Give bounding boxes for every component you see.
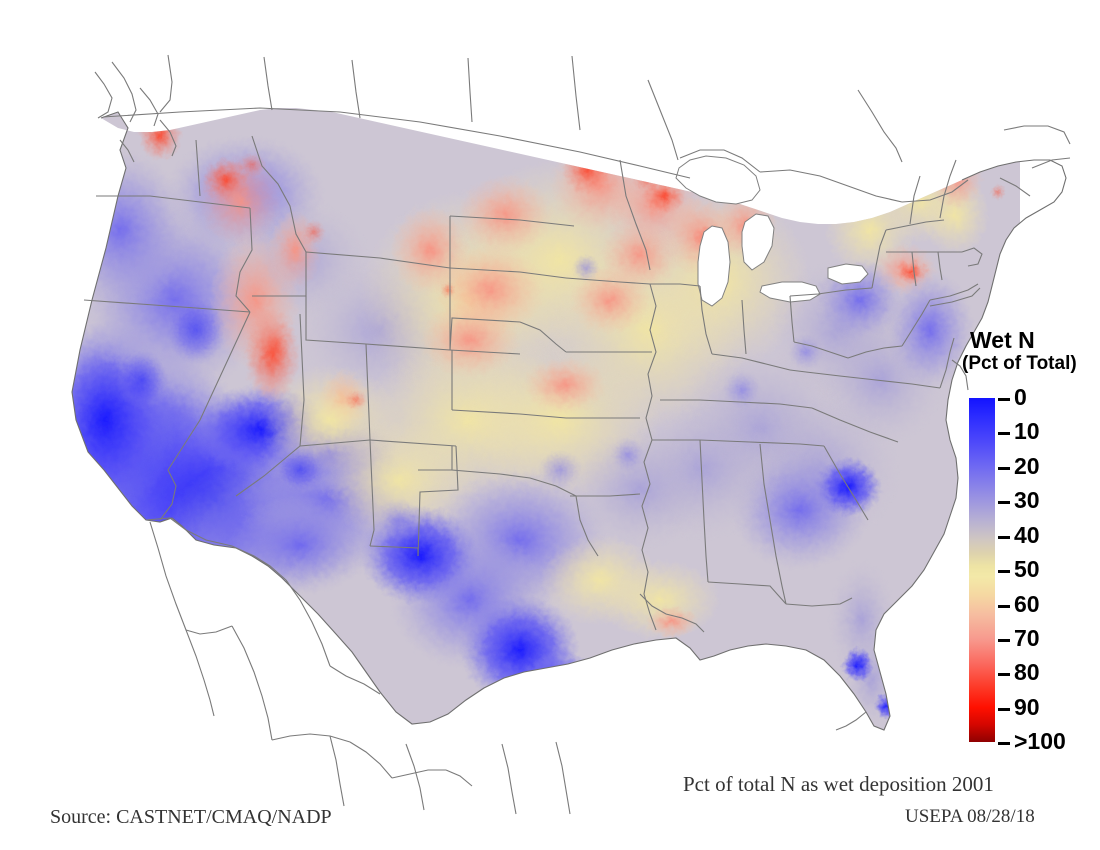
legend-colorbar xyxy=(969,398,995,742)
legend-tick-0 xyxy=(998,398,1010,401)
legend-tick-40 xyxy=(998,536,1010,539)
legend: Wet N (Pct of Total) 0 10 20 30 40 50 60… xyxy=(962,328,1100,758)
agency-stamp: USEPA 08/28/18 xyxy=(905,806,1035,827)
source-credit: Source: CASTNET/CMAQ/NADP xyxy=(50,806,332,828)
legend-tick-20 xyxy=(998,467,1010,470)
raster-layer xyxy=(72,108,1020,730)
legend-tick-90 xyxy=(998,708,1010,711)
legend-label-over100: >100 xyxy=(1014,728,1066,754)
legend-tick-50 xyxy=(998,570,1010,573)
raster-blobs-coarse xyxy=(72,109,989,730)
legend-tick-60 xyxy=(998,605,1010,608)
raster-blobs-fine xyxy=(116,153,1006,542)
legend-title: Wet N xyxy=(970,327,1035,353)
legend-tick-30 xyxy=(998,501,1010,504)
figure-caption: Pct of total N as wet deposition 2001 xyxy=(683,772,994,796)
great-lakes-water xyxy=(675,155,869,307)
legend-label-40: 40 xyxy=(1014,522,1040,548)
legend-label-20: 20 xyxy=(1014,453,1040,479)
legend-tick-10 xyxy=(998,432,1010,435)
legend-label-60: 60 xyxy=(1014,591,1040,617)
legend-label-90: 90 xyxy=(1014,694,1040,720)
legend-label-30: 30 xyxy=(1014,487,1040,513)
legend-tick-80 xyxy=(998,673,1010,676)
legend-label-70: 70 xyxy=(1014,625,1040,651)
legend-label-10: 10 xyxy=(1014,418,1040,444)
political-borders xyxy=(71,54,1071,815)
legend-tick-70 xyxy=(998,639,1010,642)
legend-tick-100 xyxy=(998,742,1010,745)
legend-label-50: 50 xyxy=(1014,556,1040,582)
legend-label-0: 0 xyxy=(1014,384,1027,410)
legend-subtitle: (Pct of Total) xyxy=(962,353,1077,374)
legend-label-80: 80 xyxy=(1014,659,1040,685)
